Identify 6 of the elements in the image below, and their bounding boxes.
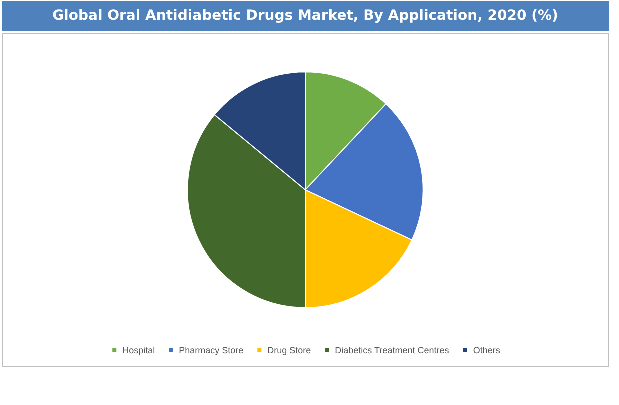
legend-label: Pharmacy Store [179, 346, 244, 356]
chart-title: Global Oral Antidiabetic Drugs Market, By Application, 2020 (%) [2, 1, 609, 31]
legend-label: Drug Store [268, 346, 312, 356]
legend-label: Hospital [122, 346, 156, 356]
legend-label: Others [473, 346, 501, 356]
legend-label: Diabetics Treatment Centres [335, 346, 450, 356]
